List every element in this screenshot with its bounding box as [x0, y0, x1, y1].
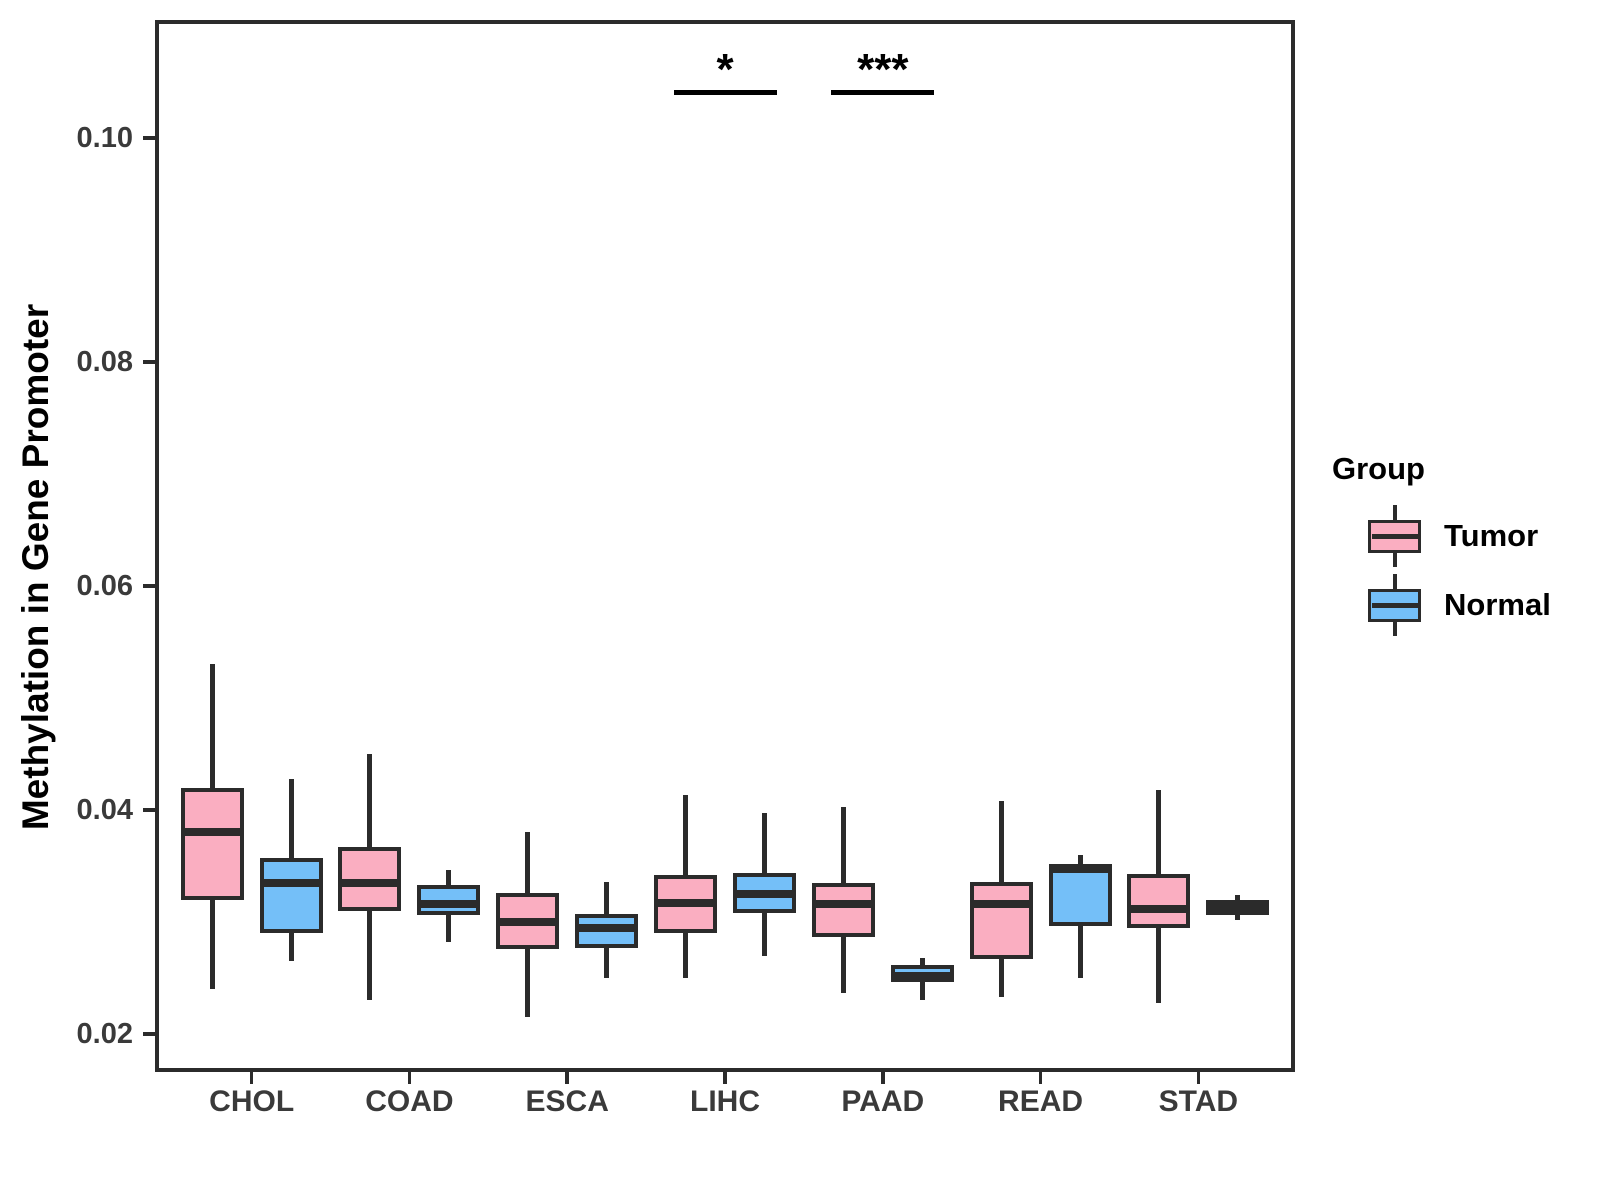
legend-glyph-median-tumor: [1371, 533, 1418, 539]
median-stad-tumor: [1129, 904, 1189, 913]
significance-stars-paad: ***: [857, 45, 909, 94]
y-tick-mark: [143, 1032, 157, 1036]
x-category-label: ESCA: [525, 1085, 609, 1118]
significance-stars-lihc: *: [716, 45, 734, 94]
y-tick-label: 0.08: [76, 346, 133, 378]
median-read-tumor: [971, 900, 1031, 909]
x-category-label: STAD: [1158, 1085, 1239, 1118]
plot-panel: [155, 20, 1295, 1072]
x-category-label: LIHC: [690, 1085, 760, 1118]
median-paad-normal: [892, 971, 952, 980]
x-category-label: COAD: [365, 1085, 454, 1118]
median-esca-normal: [577, 923, 637, 932]
legend-glyph-median-normal: [1371, 602, 1418, 608]
y-tick-mark: [143, 808, 157, 812]
x-tick-mark: [1038, 1070, 1043, 1084]
x-category-label: READ: [998, 1085, 1084, 1118]
x-tick-mark: [881, 1070, 885, 1084]
x-tick-mark: [1196, 1070, 1201, 1084]
x-tick-mark: [565, 1070, 569, 1084]
y-tick-label: 0.02: [76, 1018, 133, 1050]
x-tick-mark: [249, 1070, 254, 1084]
median-lihc-tumor: [656, 898, 715, 907]
median-chol-normal: [261, 878, 321, 887]
y-tick-mark: [143, 584, 157, 588]
box-chol-normal: [259, 858, 323, 934]
box-paad-tumor: [811, 882, 875, 937]
median-read-normal: [1050, 865, 1110, 874]
y-tick-mark: [143, 136, 157, 140]
x-category-label: CHOL: [209, 1085, 295, 1118]
y-tick-mark: [143, 360, 157, 364]
box-stad-tumor: [1127, 873, 1191, 928]
box-read-tumor: [969, 881, 1033, 959]
median-chol-tumor: [182, 828, 242, 837]
legend-label-tumor: Tumor: [1444, 518, 1539, 553]
median-coad-tumor: [340, 878, 400, 887]
y-tick-label: 0.06: [76, 570, 133, 602]
x-tick-mark: [723, 1070, 727, 1084]
legend-title: Group: [1332, 451, 1425, 486]
x-tick-mark: [407, 1070, 412, 1084]
y-tick-label: 0.10: [76, 122, 133, 154]
median-esca-tumor: [498, 918, 558, 926]
median-paad-tumor: [813, 900, 873, 909]
significance-bar-lihc: [673, 90, 777, 95]
median-lihc-normal: [735, 890, 794, 898]
y-tick-label: 0.04: [76, 794, 133, 826]
y-axis-title: Methylation in Gene Promoter: [15, 303, 56, 831]
significance-bar-paad: [831, 90, 935, 95]
x-category-label: PAAD: [841, 1085, 925, 1118]
median-stad-normal: [1208, 903, 1268, 912]
legend-label-normal: Normal: [1444, 587, 1551, 622]
box-chol-tumor: [180, 787, 244, 900]
median-coad-normal: [419, 900, 479, 909]
